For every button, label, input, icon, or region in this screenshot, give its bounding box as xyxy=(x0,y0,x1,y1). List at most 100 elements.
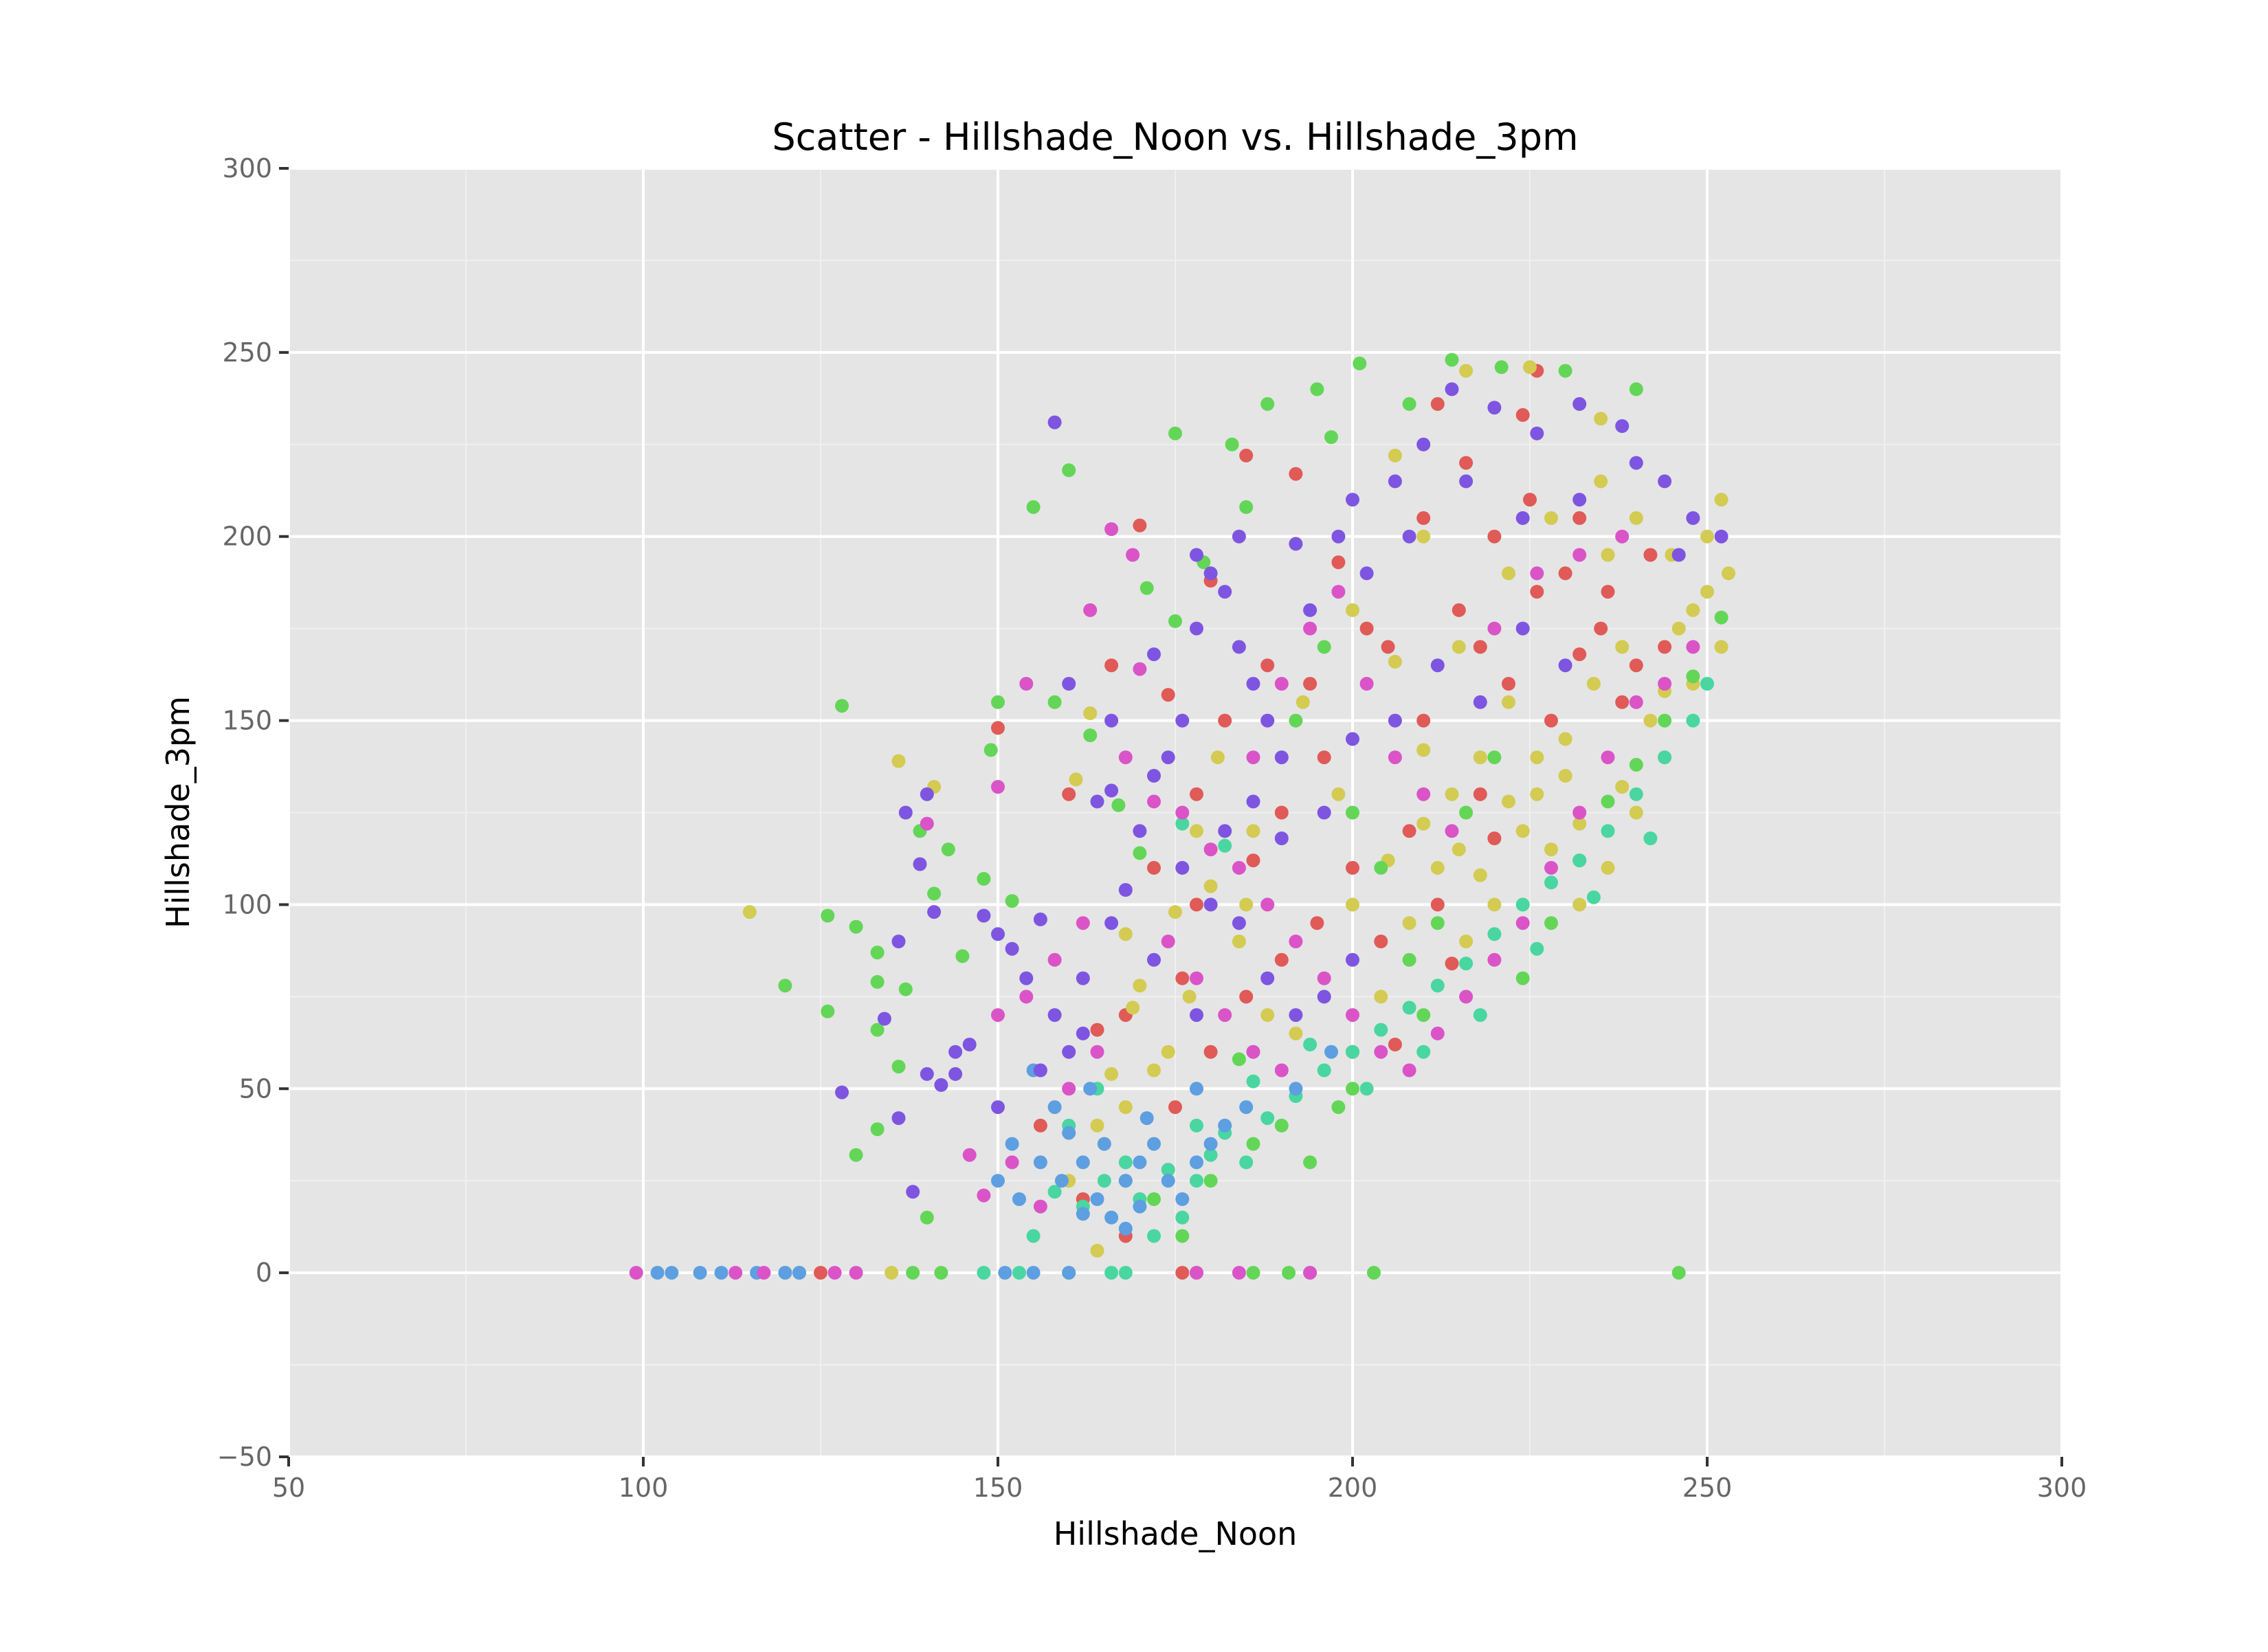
data-point xyxy=(1572,816,1587,831)
data-point xyxy=(1118,927,1133,941)
data-point xyxy=(1515,511,1530,525)
data-point xyxy=(1346,493,1359,507)
data-point xyxy=(1515,824,1530,838)
data-point xyxy=(1374,1023,1388,1037)
data-point xyxy=(1047,1100,1062,1115)
data-point xyxy=(1544,842,1558,857)
data-point xyxy=(1310,916,1324,930)
data-point xyxy=(1047,415,1062,429)
data-point xyxy=(1317,805,1331,820)
data-point xyxy=(1416,787,1431,801)
data-point xyxy=(1671,621,1686,636)
data-point xyxy=(1558,566,1572,581)
data-point xyxy=(1274,750,1289,765)
data-point xyxy=(1629,787,1643,801)
data-point xyxy=(1282,1266,1296,1280)
data-point xyxy=(1459,456,1474,470)
y-tick-label: 50 xyxy=(239,1073,272,1104)
data-point xyxy=(1502,794,1515,809)
data-point xyxy=(1629,695,1643,709)
data-point xyxy=(1658,474,1672,489)
data-point xyxy=(1033,1199,1047,1214)
data-point xyxy=(1090,794,1104,809)
data-point xyxy=(1416,816,1431,831)
data-point xyxy=(1076,1026,1090,1040)
data-point xyxy=(1005,1155,1019,1170)
data-point xyxy=(1076,971,1090,985)
data-point xyxy=(1445,353,1459,367)
data-point xyxy=(1473,868,1487,882)
data-point xyxy=(1658,677,1672,691)
data-point xyxy=(1544,713,1558,728)
data-point xyxy=(1416,511,1431,525)
y-tick-label: 250 xyxy=(222,337,272,368)
data-point xyxy=(1133,979,1147,993)
data-point xyxy=(1047,695,1062,709)
data-point xyxy=(1430,1026,1445,1040)
data-point xyxy=(1289,935,1303,948)
data-point xyxy=(1459,805,1474,820)
data-point xyxy=(1430,658,1445,673)
data-point xyxy=(920,816,934,831)
data-point xyxy=(1601,794,1615,809)
data-point xyxy=(1416,529,1431,544)
data-point xyxy=(1445,824,1459,838)
data-point xyxy=(955,949,970,963)
data-point xyxy=(991,927,1005,941)
data-point xyxy=(1700,677,1714,691)
data-point xyxy=(1126,1001,1140,1015)
data-point xyxy=(1246,853,1260,868)
data-point xyxy=(1487,897,1502,912)
data-point xyxy=(1331,1100,1346,1115)
data-point xyxy=(1601,860,1615,875)
data-point xyxy=(1210,750,1225,765)
data-point xyxy=(1274,1063,1289,1078)
data-point xyxy=(1203,879,1218,893)
data-point xyxy=(1047,1185,1062,1199)
data-point xyxy=(1239,448,1254,462)
data-point xyxy=(1012,1192,1026,1206)
data-point xyxy=(1473,787,1487,801)
data-point xyxy=(1147,647,1161,662)
data-point xyxy=(1225,437,1239,451)
data-point xyxy=(1359,621,1374,636)
data-point xyxy=(1367,1266,1381,1280)
data-point xyxy=(1487,621,1502,636)
y-tick-label: 0 xyxy=(256,1258,272,1288)
axes: 50 100 150 200 250 300 −50 0 50 100 150 200 250 300 xyxy=(217,153,2087,1503)
data-point xyxy=(1190,1174,1203,1188)
data-point xyxy=(1147,1192,1161,1206)
data-point xyxy=(1246,750,1260,765)
data-point xyxy=(1289,467,1303,481)
data-point xyxy=(920,1210,934,1225)
data-point xyxy=(1658,750,1672,765)
data-point xyxy=(1161,1174,1175,1188)
data-point xyxy=(1331,787,1346,801)
data-point xyxy=(1161,750,1175,765)
data-point xyxy=(821,1004,835,1018)
data-point xyxy=(1303,1038,1318,1051)
data-point xyxy=(1572,647,1587,662)
data-point xyxy=(1147,1229,1161,1243)
data-point xyxy=(1402,1063,1416,1078)
data-point xyxy=(1402,824,1416,838)
data-point xyxy=(1274,805,1289,820)
data-point xyxy=(1523,360,1537,375)
data-point xyxy=(1133,846,1147,860)
data-point xyxy=(693,1266,707,1280)
data-point xyxy=(1190,971,1203,985)
data-point xyxy=(1147,794,1161,809)
series-6 xyxy=(629,522,1700,1280)
data-point xyxy=(991,721,1005,735)
data-point xyxy=(1047,1008,1062,1023)
data-point xyxy=(1388,654,1402,669)
data-point xyxy=(1147,768,1161,783)
data-point xyxy=(1416,1008,1431,1023)
data-point xyxy=(1062,1126,1076,1140)
data-point xyxy=(1714,529,1728,544)
data-point xyxy=(1274,1118,1289,1132)
data-point xyxy=(870,974,885,989)
data-point xyxy=(1168,614,1182,628)
data-point xyxy=(1714,610,1728,625)
data-point xyxy=(1012,1266,1026,1280)
